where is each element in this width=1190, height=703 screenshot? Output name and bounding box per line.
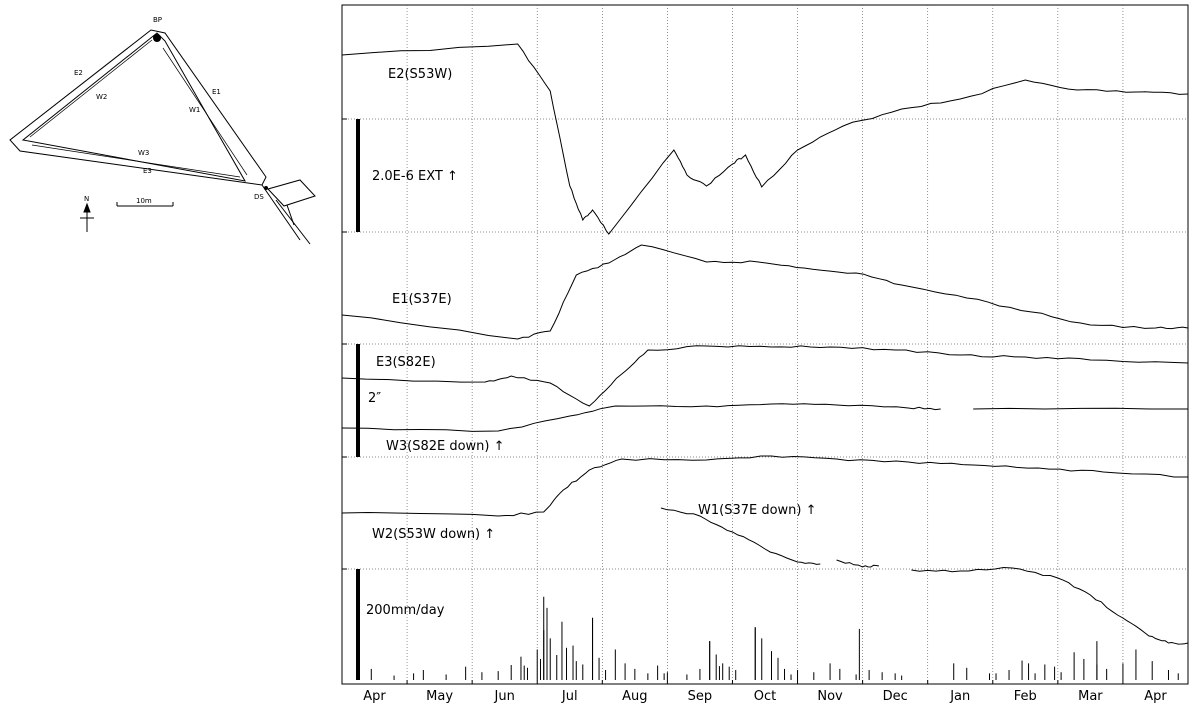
north-arrow-icon	[80, 202, 94, 232]
rainfall-bars	[370, 596, 1179, 680]
scale-bars: 2.0E-6 EXT ↑ 2″ 200mm/day	[356, 119, 458, 680]
x-tick-label: Dec	[883, 689, 908, 703]
x-tick-label: Apr	[1144, 689, 1167, 703]
map-label-w3: W3	[138, 149, 149, 157]
series-label: W1(S37E down) ↑	[698, 503, 817, 518]
x-tick-label: May	[426, 689, 453, 703]
map-label-e1: E1	[212, 88, 221, 96]
bp-marker	[153, 34, 161, 42]
series-label: E2(S53W)	[388, 67, 452, 82]
series-line	[341, 345, 1189, 407]
scale-bar-label: 2.0E-6 EXT ↑	[372, 169, 458, 184]
x-tick-label: Nov	[817, 689, 843, 703]
map-label-scale: 10m	[136, 197, 152, 205]
x-tick-label: Mar	[1078, 689, 1103, 703]
x-tick-label: Jul	[561, 689, 578, 703]
x-tick-label: Apr	[363, 689, 386, 703]
x-tick-label: Feb	[1014, 689, 1037, 703]
scale-bar	[356, 344, 360, 457]
series-line	[341, 455, 1188, 517]
series-line	[660, 507, 1189, 645]
series-label: E3(S82E)	[376, 355, 436, 370]
canal-map: BP DS E1 E2 E3 W1 W2 W3 N 10m	[9, 16, 316, 245]
map-label-e2: E2	[74, 69, 83, 77]
scale-bar-label: 2″	[368, 391, 381, 406]
map-label-ds: DS	[254, 193, 264, 201]
series-labels: E2(S53W) E1(S37E) E3(S82E) W3(S82E down) ↑ W…	[372, 67, 817, 542]
series-label: W2(S53W down) ↑	[372, 527, 495, 542]
map-label-bp: BP	[153, 16, 162, 24]
plot-frame	[341, 4, 1189, 685]
x-tick-label: Jun	[494, 689, 515, 703]
x-tick-label: Oct	[754, 689, 776, 703]
scale-bar-label: 200mm/day	[366, 603, 445, 618]
series-line	[341, 43, 1189, 235]
x-tick-label: Jan	[949, 689, 970, 703]
map-scale-bar	[116, 202, 174, 207]
series-lines	[341, 43, 1189, 645]
series-line	[341, 244, 1189, 340]
series-label: W3(S82E down) ↑	[386, 439, 505, 454]
x-tick-label: Aug	[622, 689, 647, 703]
x-tick-label: Sep	[688, 689, 713, 703]
x-tick-labels: Apr May Jun Jul Aug Sep Oct Nov Dec Jan Feb Mar Apr	[363, 680, 1189, 703]
grid	[342, 5, 1188, 684]
scale-bar	[356, 569, 360, 680]
building	[261, 179, 316, 245]
instrument-rods	[29, 39, 248, 178]
series-label: E1(S37E)	[392, 292, 452, 307]
scale-bar	[356, 119, 360, 232]
series-line	[341, 403, 1188, 432]
map-label-e3: E3	[143, 167, 152, 175]
map-label-w2: W2	[96, 93, 107, 101]
map-label-w1: W1	[189, 106, 200, 114]
map-label-north: N	[84, 195, 89, 203]
